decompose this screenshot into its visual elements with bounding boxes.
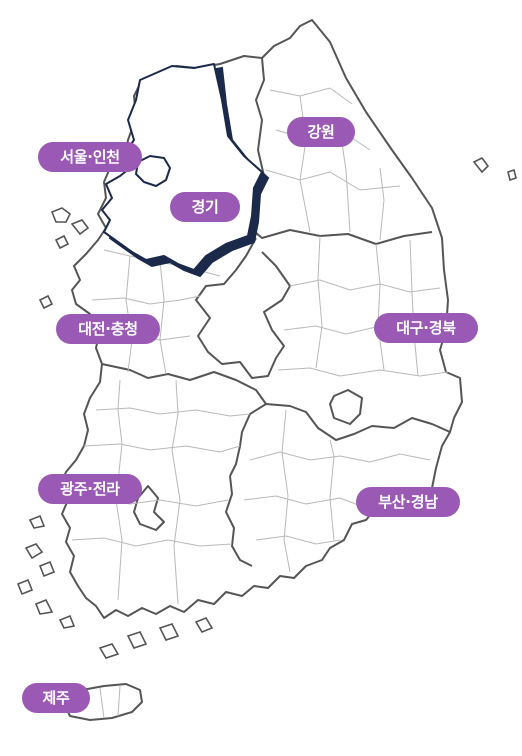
region-label-seoul-incheon[interactable]: 서울·인천 (38, 142, 142, 172)
region-label-daegu-gyeongbuk[interactable]: 대구·경북 (374, 313, 478, 343)
region-label-daejeon-chungcheong[interactable]: 대전·충청 (56, 314, 160, 344)
west-islands (16, 207, 214, 659)
region-label-gangwon[interactable]: 강원 (287, 117, 355, 147)
region-label-gyeonggi[interactable]: 경기 (170, 192, 240, 222)
region-label-jeju[interactable]: 제주 (22, 683, 90, 713)
region-label-gwangju-jeolla[interactable]: 광주·전라 (38, 474, 142, 504)
jeju-districts (99, 685, 121, 719)
region-label-busan-gyeongnam[interactable]: 부산·경남 (356, 487, 460, 517)
seoul-incheon-area (135, 155, 171, 187)
east-islands (472, 156, 517, 182)
